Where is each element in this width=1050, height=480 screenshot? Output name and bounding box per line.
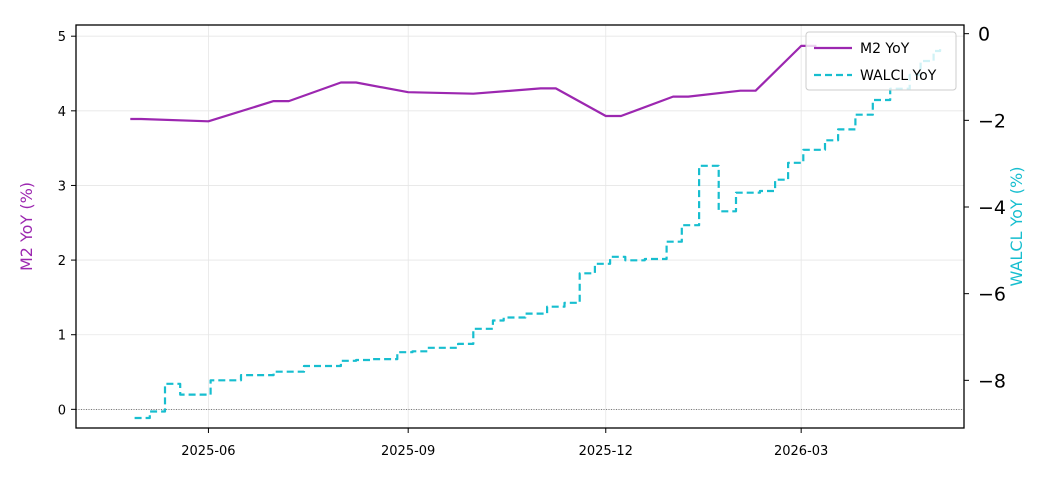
x-tick-label: 2025-06 [181,444,235,459]
right-y-axis: 0 −2 −4 −6 −8 [964,24,1006,392]
series-layer [130,44,942,420]
left-tick-label: 4 [58,105,66,120]
x-tick-label: 2025-12 [579,444,633,459]
x-tick-label: 2026-03 [774,444,828,459]
right-tick-label: 0 [978,24,990,46]
right-tick-label: −4 [978,197,1006,219]
left-y-axis: 0 1 2 3 4 5 [58,30,76,418]
right-axis-title: WALCL YoY (%) [1007,167,1026,287]
right-tick-label: −6 [978,284,1006,306]
left-axis-title: M2 YoY (%) [17,182,36,271]
legend: M2 YoY WALCL YoY [805,31,957,91]
right-tick-label: −2 [978,110,1006,132]
walcl-yoy-line [134,45,942,420]
left-tick-label: 0 [58,403,66,418]
right-tick-label: −8 [978,370,1006,392]
x-tick-label: 2025-09 [381,444,435,459]
x-axis: 2025-06 2025-09 2025-12 2026-03 [181,428,828,459]
legend-label: WALCL YoY [860,68,937,84]
left-tick-label: 3 [58,179,66,194]
left-tick-label: 1 [58,329,66,344]
m2-yoy-line [130,44,817,123]
left-tick-label: 5 [58,30,66,45]
legend-label: M2 YoY [860,41,910,57]
left-tick-label: 2 [58,254,66,269]
legend-box [805,31,957,91]
plot-frame [75,24,965,429]
